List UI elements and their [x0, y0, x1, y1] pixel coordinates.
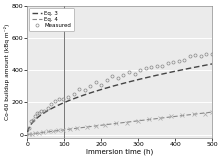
Eq. 3 [26, 131, 29, 133]
Y-axis label: Co-60 buildup amount (kBq m⁻²): Co-60 buildup amount (kBq m⁻²) [4, 24, 10, 120]
Measured [32, 119, 34, 121]
Measured [150, 66, 153, 67]
Measured [35, 112, 38, 114]
Measured [72, 93, 75, 95]
Eq. 4 [99, 124, 102, 126]
Measured [166, 62, 169, 64]
Measured [105, 79, 108, 81]
Eq. 3 [142, 77, 145, 79]
Eq. 4 [159, 117, 162, 119]
Eq. 3 [48, 108, 51, 110]
Eq. 3 [99, 89, 102, 91]
Measured [133, 73, 136, 75]
Measured [37, 112, 40, 114]
Measured [46, 107, 49, 109]
Measured [111, 76, 114, 77]
Line: Measured: Measured [28, 52, 214, 129]
Measured [144, 67, 147, 69]
Measured [54, 100, 56, 102]
Measured [155, 65, 158, 67]
Eq. 4 [86, 126, 89, 128]
Measured [40, 110, 43, 112]
Eq. 3 [160, 73, 163, 75]
Eq. 3 [86, 93, 89, 95]
Measured [128, 71, 130, 73]
Measured [100, 84, 103, 86]
Line: Eq. 3: Eq. 3 [28, 64, 212, 132]
Measured [67, 97, 69, 98]
Measured [122, 74, 125, 76]
Measured [161, 65, 164, 67]
Measured [188, 55, 191, 57]
Measured [83, 89, 86, 91]
Eq. 3 [159, 73, 162, 75]
Legend: Eq. 3, Eq. 4, Measured: Eq. 3, Eq. 4, Measured [29, 8, 74, 31]
Measured [177, 60, 180, 62]
Measured [50, 103, 53, 105]
X-axis label: Immersion time (h): Immersion time (h) [86, 148, 153, 155]
Measured [28, 127, 31, 129]
Measured [30, 120, 32, 122]
Eq. 4 [211, 111, 213, 113]
Measured [57, 98, 60, 100]
Eq. 4 [26, 134, 29, 135]
Eq. 3 [211, 63, 213, 65]
Measured [211, 53, 213, 55]
Measured [89, 86, 91, 87]
Eq. 4 [160, 117, 163, 119]
Eq. 4 [142, 119, 145, 121]
Measured [78, 88, 81, 90]
Measured [205, 53, 208, 55]
Measured [172, 61, 174, 63]
Measured [34, 115, 36, 117]
Measured [117, 77, 119, 79]
Measured [183, 59, 186, 61]
Measured [94, 81, 97, 83]
Measured [43, 110, 46, 112]
Measured [194, 54, 197, 56]
Measured [61, 98, 64, 100]
Measured [139, 69, 141, 71]
Measured [200, 55, 202, 57]
Line: Eq. 4: Eq. 4 [28, 112, 212, 135]
Eq. 4 [48, 131, 51, 133]
